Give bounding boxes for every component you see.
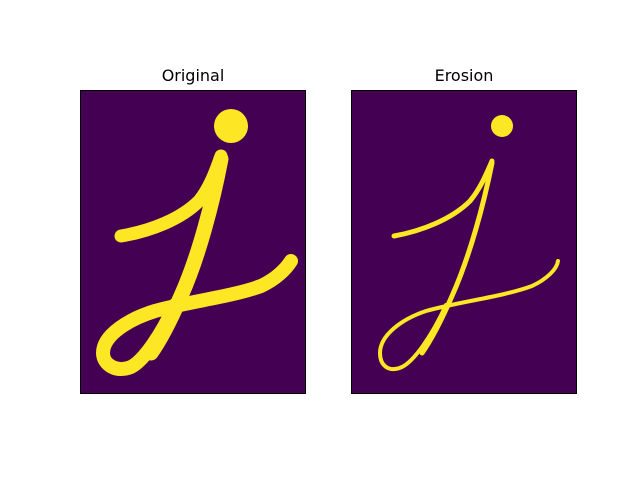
- erosion-image-panel: [351, 90, 577, 394]
- original-image: [81, 91, 305, 393]
- erosion-dot: [491, 115, 513, 137]
- original-image-panel: [80, 90, 306, 394]
- panel-title-original: Original: [80, 65, 306, 87]
- original-background: [81, 91, 305, 393]
- panel-title-erosion: Erosion: [351, 65, 577, 87]
- erosion-background: [352, 91, 576, 393]
- erosion-image: [352, 91, 576, 393]
- original-dot: [214, 109, 248, 143]
